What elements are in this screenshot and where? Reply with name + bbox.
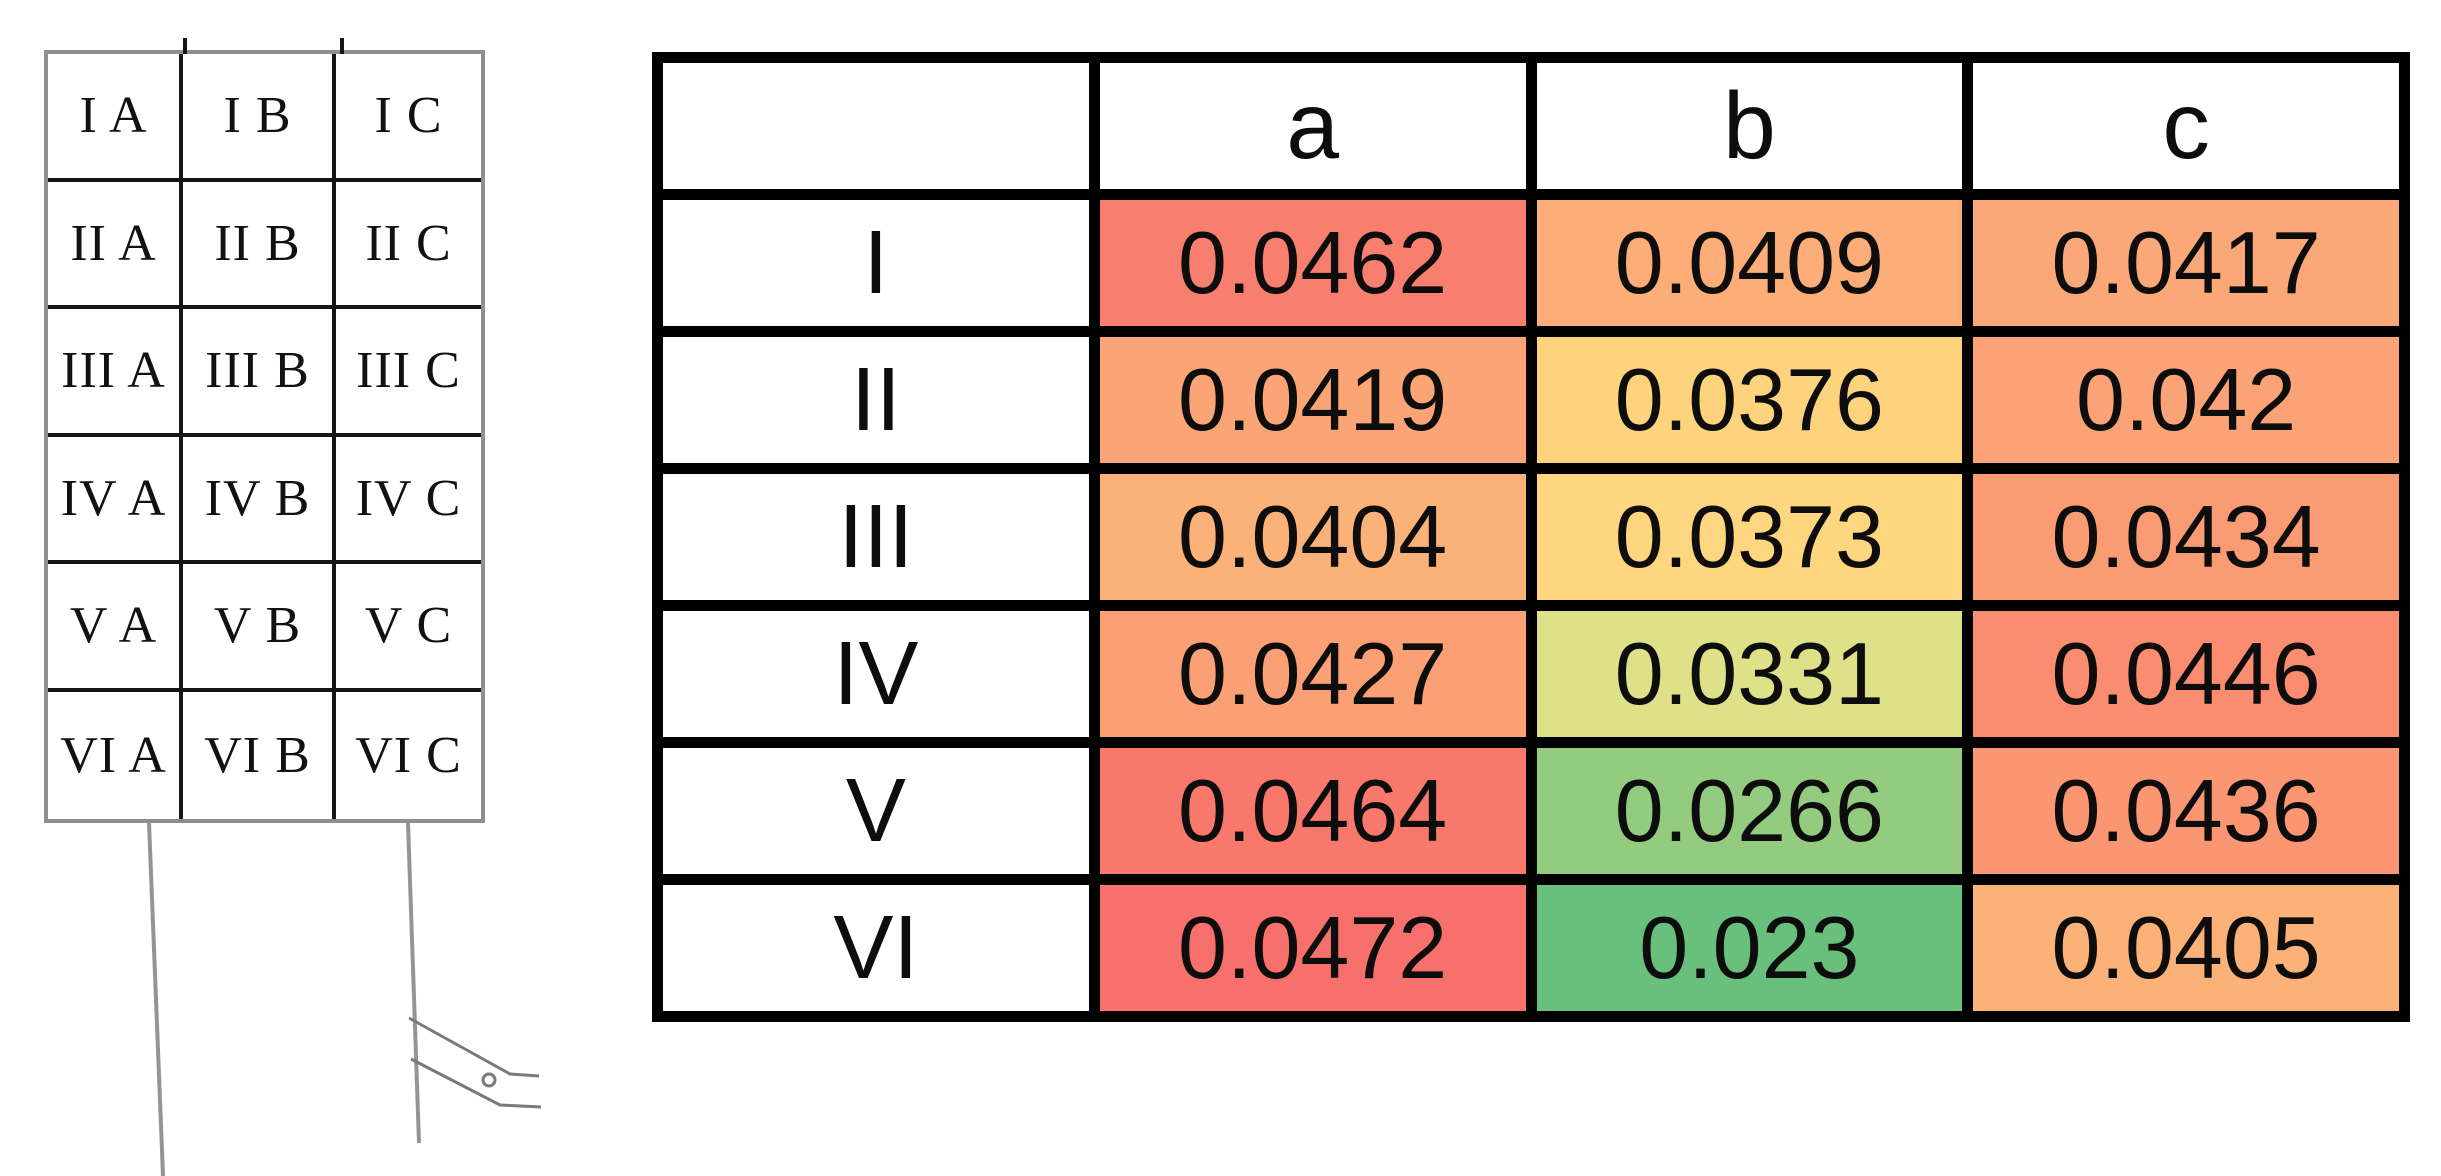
grid-cell-IC: I C	[336, 54, 481, 182]
row-label-II: II	[652, 326, 1100, 474]
panel-grid-diagram: I A I B I C II A II B II C III A III B I…	[44, 38, 485, 823]
table-row-V: V 0.0464 0.0266 0.0436	[652, 737, 2410, 885]
grid-cell-IIC: II C	[336, 182, 481, 309]
bracket-bottom-line	[410, 1057, 542, 1109]
corner-cell	[652, 52, 1100, 200]
heatmap-cell-Ia: 0.0462	[1088, 189, 1537, 337]
stand-right-line	[406, 823, 421, 1144]
heatmap-cell-Ic: 0.0417	[1962, 189, 2410, 337]
grid-cell-VB: V B	[183, 564, 336, 692]
heatmap-cell-IIIb: 0.0373	[1525, 463, 1974, 611]
heatmap-cell-Va: 0.0464	[1088, 737, 1537, 885]
heatmap-cell-VIb: 0.023	[1525, 874, 1974, 1022]
heatmap-cell-Vc: 0.0436	[1962, 737, 2410, 885]
grid-divider-tick	[340, 38, 344, 54]
heatmap-cell-IIIa: 0.0404	[1088, 463, 1537, 611]
header-row: a b c	[652, 52, 2410, 200]
heatmap-cell-IIIc: 0.0434	[1962, 463, 2410, 611]
table-row-I: I 0.0462 0.0409 0.0417	[652, 189, 2410, 337]
bracket-ring	[481, 1072, 497, 1088]
column-header-c: c	[1962, 52, 2410, 200]
bracket-top-line	[408, 1016, 540, 1078]
row-label-V: V	[652, 737, 1100, 885]
grid-divider-tick	[183, 38, 187, 54]
grid-cell-VIC: VI C	[355, 726, 462, 784]
heatmap-cell-IIa: 0.0419	[1088, 326, 1537, 474]
heatmap-cell-IIc: 0.042	[1962, 326, 2410, 474]
column-header-b: b	[1525, 52, 1974, 200]
heatmap-cell-IVb: 0.0331	[1525, 600, 1974, 748]
heatmap-cell-Ib: 0.0409	[1525, 189, 1974, 337]
row-label-VI: VI	[652, 874, 1100, 1022]
grid-cell-IVB: IV B	[183, 436, 336, 564]
heatmap-table: a b c I 0.0462 0.0409 0.0417 II 0.0419 0…	[652, 52, 2410, 1022]
column-header-a: a	[1088, 52, 1537, 200]
row-label-III: III	[652, 463, 1100, 611]
table-row-II: II 0.0419 0.0376 0.042	[652, 326, 2410, 474]
grid-cell-VC: V C	[336, 564, 481, 692]
row-label-IV: IV	[652, 600, 1100, 748]
grid-cell-VIA: VI A	[48, 691, 183, 819]
heatmap-cell-VIa: 0.0472	[1088, 874, 1537, 1022]
grid-cell-IVC: IV C	[336, 437, 481, 564]
grid-cell-IIA: II A	[48, 181, 183, 309]
table-row-III: III 0.0404 0.0373 0.0434	[652, 463, 2410, 611]
stand-left-line	[147, 823, 165, 1176]
stand-lines-sketch	[147, 823, 542, 1176]
grid-cell-IA: I A	[48, 54, 183, 182]
grid-cell-IVA: IV A	[48, 436, 183, 564]
grid-cell-IIB: II B	[183, 181, 336, 309]
grid-cell-VIB: VI B	[183, 691, 336, 819]
table-row-VI: VI 0.0472 0.023 0.0405	[652, 874, 2410, 1022]
heatmap-cell-IVc: 0.0446	[1962, 600, 2410, 748]
grid-cell-IIIC: III C	[336, 309, 481, 437]
grid-cell-IB: I B	[183, 54, 336, 182]
table-row-IV: IV 0.0427 0.0331 0.0446	[652, 600, 2410, 748]
row-label-I: I	[652, 189, 1100, 337]
heatmap-cell-IVa: 0.0427	[1088, 600, 1537, 748]
heatmap-cell-IIb: 0.0376	[1525, 326, 1974, 474]
grid-cell-VA: V A	[48, 564, 183, 692]
heatmap-cell-Vb: 0.0266	[1525, 737, 1974, 885]
heatmap-cell-VIc: 0.0405	[1962, 874, 2410, 1022]
grid-cell-IIIB: III B	[183, 309, 336, 437]
grid-cell-IIIA: III A	[48, 309, 183, 437]
